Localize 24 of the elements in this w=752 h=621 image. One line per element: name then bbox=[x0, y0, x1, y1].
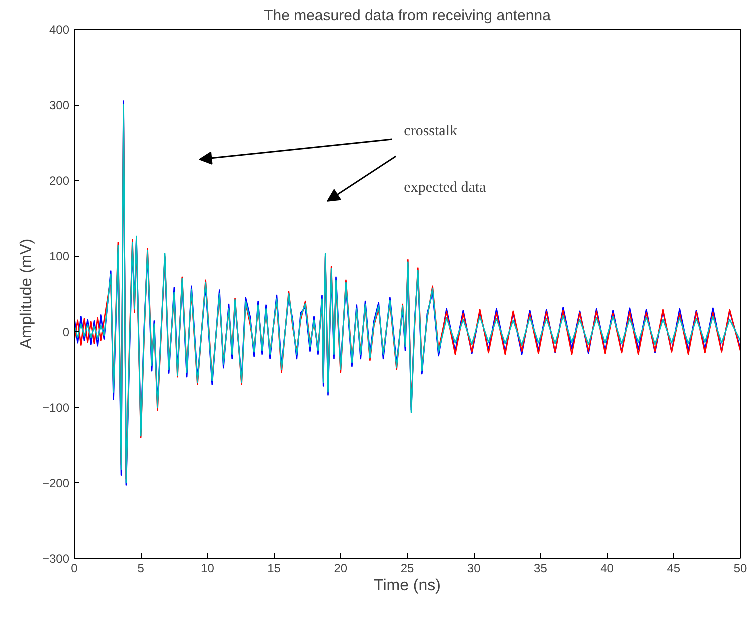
x-tick-label: 40 bbox=[600, 562, 614, 576]
y-tick-label: −100 bbox=[42, 400, 70, 415]
x-tick-label: 50 bbox=[734, 562, 748, 576]
x-tick-label: 25 bbox=[400, 562, 414, 576]
annotation: expected data bbox=[404, 180, 487, 196]
y-tick-label: 400 bbox=[49, 23, 70, 37]
chart-title: The measured data from receiving antenna bbox=[264, 8, 552, 24]
x-tick-label: 35 bbox=[534, 562, 548, 576]
y-tick-label: 0 bbox=[62, 325, 70, 340]
y-tick-label: 100 bbox=[49, 250, 70, 264]
x-axis-title: Time (ns) bbox=[374, 578, 441, 594]
x-tick-label: 30 bbox=[467, 562, 482, 576]
y-tick-label: 200 bbox=[49, 174, 70, 188]
y-tick-label: 300 bbox=[49, 98, 70, 113]
x-tick-label: 45 bbox=[667, 562, 681, 576]
x-tick-label: 0 bbox=[71, 562, 78, 576]
x-tick-label: 20 bbox=[334, 562, 348, 576]
y-tick-label: −200 bbox=[42, 476, 70, 490]
x-tick-label: 10 bbox=[201, 562, 215, 576]
y-tick-label: −300 bbox=[42, 552, 70, 566]
annotation: crosstalk bbox=[404, 124, 458, 140]
x-tick-label: 15 bbox=[268, 562, 282, 576]
x-tick-label: 5 bbox=[138, 562, 145, 576]
y-axis-title: Amplitude (mV) bbox=[18, 238, 36, 350]
